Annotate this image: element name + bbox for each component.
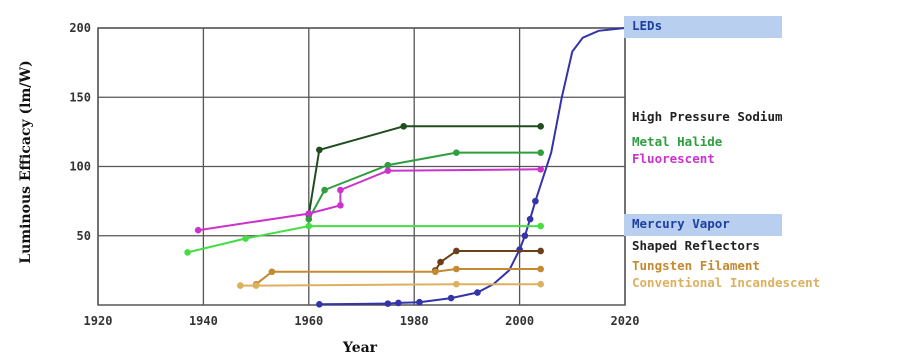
x-tick-label: 2000 bbox=[505, 314, 534, 328]
data-point-leds bbox=[384, 300, 392, 307]
series-fluorescent bbox=[194, 165, 544, 234]
legend-label-fluorescent: Fluorescent bbox=[632, 151, 715, 166]
legend-label-leds: LEDs bbox=[632, 18, 662, 33]
data-point-fluorescent bbox=[194, 226, 202, 234]
series-mercury-vapor bbox=[184, 222, 544, 256]
data-point-shaped-reflectors bbox=[437, 258, 444, 266]
series-lines bbox=[184, 27, 626, 308]
data-point-tungsten-filament bbox=[268, 268, 276, 276]
data-point-conventional-incandescent bbox=[236, 282, 244, 289]
data-point-tungsten-filament bbox=[453, 265, 460, 273]
legend-label-conventional-incandescent: Conventional Incandescent bbox=[632, 275, 820, 290]
data-point-leds bbox=[416, 298, 423, 306]
data-point-leds bbox=[316, 301, 323, 308]
legend-label-high-pressure-sodium: High Pressure Sodium bbox=[632, 109, 783, 124]
data-point-shaped-reflectors bbox=[537, 247, 544, 255]
data-point-high-pressure-sodium bbox=[316, 146, 323, 154]
legend-label-metal-halide: Metal Halide bbox=[632, 134, 723, 149]
y-axis-title: Luminous Efficacy (lm/W) bbox=[18, 60, 34, 263]
data-point-metal-halide bbox=[321, 186, 328, 194]
legend-highlight-leds bbox=[624, 16, 782, 38]
series-line-mercury-vapor bbox=[187, 225, 541, 254]
data-point-metal-halide bbox=[453, 149, 460, 156]
data-point-tungsten-filament bbox=[431, 268, 439, 276]
y-tick-label: 200 bbox=[69, 21, 91, 35]
y-tick-label: 50 bbox=[77, 229, 91, 243]
data-point-leds bbox=[395, 299, 402, 307]
data-point-fluorescent bbox=[337, 201, 344, 209]
series-line-shaped-reflectors bbox=[434, 250, 541, 271]
series-tungsten-filament bbox=[252, 265, 544, 288]
data-point-mercury-vapor bbox=[305, 222, 313, 230]
series-metal-halide bbox=[305, 149, 544, 223]
data-point-leds bbox=[521, 232, 529, 240]
data-point-leds bbox=[526, 215, 534, 223]
data-point-conventional-incandescent bbox=[252, 282, 260, 289]
series-conventional-incandescent bbox=[236, 280, 544, 289]
y-tick-label: 100 bbox=[69, 160, 91, 174]
data-point-fluorescent bbox=[337, 186, 344, 194]
x-tick-label: 2020 bbox=[611, 314, 640, 328]
data-point-fluorescent bbox=[537, 165, 544, 173]
series-leds bbox=[316, 27, 626, 308]
data-point-leds bbox=[447, 294, 455, 302]
series-line-tungsten-filament bbox=[255, 268, 541, 285]
data-point-high-pressure-sodium bbox=[537, 123, 544, 130]
series-line-fluorescent bbox=[197, 168, 541, 232]
x-axis-title: Year bbox=[342, 340, 378, 356]
series-line-high-pressure-sodium bbox=[307, 125, 541, 216]
data-point-metal-halide bbox=[384, 161, 392, 169]
data-point-metal-halide bbox=[537, 149, 544, 156]
data-point-conventional-incandescent bbox=[453, 280, 460, 288]
data-point-leds bbox=[474, 289, 481, 296]
series-line-conventional-incandescent bbox=[240, 283, 541, 287]
legend: LEDs High Pressure Sodium Metal Halide Fluo… bbox=[624, 16, 820, 290]
x-tick-label: 1960 bbox=[294, 314, 323, 328]
data-point-mercury-vapor bbox=[184, 249, 191, 256]
grid bbox=[97, 27, 626, 306]
legend-label-tungsten-filament: Tungsten Filament bbox=[632, 258, 760, 273]
data-point-leds bbox=[532, 197, 539, 205]
x-tick-label: 1980 bbox=[400, 314, 429, 328]
data-point-fluorescent bbox=[384, 167, 392, 174]
series-line-metal-halide bbox=[307, 151, 541, 220]
data-point-mercury-vapor bbox=[242, 235, 249, 242]
data-point-metal-halide bbox=[305, 215, 313, 223]
data-point-high-pressure-sodium bbox=[400, 123, 407, 130]
x-tick-label: 1940 bbox=[189, 314, 218, 328]
x-tick-label: 1920 bbox=[84, 314, 113, 328]
data-point-conventional-incandescent bbox=[537, 280, 544, 288]
legend-label-shaped-reflectors: Shaped Reflectors bbox=[632, 238, 760, 253]
legend-highlight-mercury-vapor bbox=[624, 214, 782, 236]
data-point-tungsten-filament bbox=[537, 265, 544, 273]
data-point-shaped-reflectors bbox=[453, 247, 460, 255]
legend-label-mercury-vapor: Mercury Vapor bbox=[632, 216, 730, 231]
data-point-fluorescent bbox=[305, 210, 313, 217]
axis-ticks: 1920 1940 1960 1980 2000 2020 50 100 150 200 bbox=[69, 21, 639, 328]
data-point-mercury-vapor bbox=[537, 222, 544, 230]
y-tick-label: 150 bbox=[69, 90, 91, 104]
